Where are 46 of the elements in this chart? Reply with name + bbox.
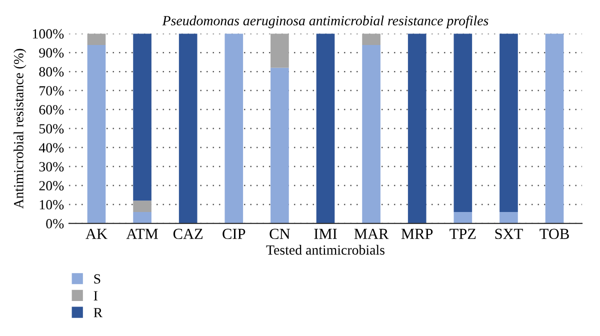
legend-label: I <box>94 291 98 300</box>
legend-label: S <box>94 274 100 284</box>
bar <box>224 34 244 224</box>
x-tick-label: MRP <box>401 228 433 239</box>
x-tick-label: ATM <box>126 228 158 239</box>
bar <box>316 34 335 224</box>
x-tick-label: AK <box>86 228 108 239</box>
bar <box>362 44 380 224</box>
bar <box>362 34 380 45</box>
bar <box>133 212 152 224</box>
bar <box>500 212 518 224</box>
legend-label: R <box>94 308 103 318</box>
chart-title: Pseudomonas aeruginosa antimicrobial resistance profiles <box>162 15 488 28</box>
bar <box>408 34 426 224</box>
bar <box>500 34 518 212</box>
x-tick-label: IMI <box>314 228 337 239</box>
y-tick-label: 50% <box>39 124 64 134</box>
y-tick-label: 40% <box>38 143 64 153</box>
x-tick-label: TOB <box>540 228 569 240</box>
x-tick-label: MAR <box>354 228 389 239</box>
bar <box>545 34 564 224</box>
bar <box>454 212 472 224</box>
bar <box>270 34 289 68</box>
y-tick-label: 80% <box>39 67 64 77</box>
x-tick-label: TPZ <box>450 228 476 239</box>
y-tick-label: 0% <box>46 219 64 228</box>
y-tick-label: 30% <box>39 162 64 172</box>
x-axis-title: Tested antimicrobials <box>266 244 384 255</box>
bar <box>270 68 289 224</box>
bar <box>178 34 198 224</box>
x-tick-label: CIP <box>222 228 246 240</box>
bar <box>133 34 152 201</box>
y-tick-label: 60% <box>39 105 64 115</box>
y-axis-title: Antimicrobial resistance (%) <box>14 48 26 209</box>
y-tick-label: 100% <box>32 29 64 39</box>
y-tick-label: 20% <box>39 181 64 190</box>
x-tick-label: SXT <box>495 228 523 240</box>
x-tick-label: CAZ <box>173 228 203 240</box>
y-tick-label: 90% <box>39 48 64 58</box>
bar <box>454 34 472 212</box>
y-tick-label: 70% <box>40 86 64 96</box>
y-tick-label: 10% <box>40 200 64 210</box>
bar <box>133 200 152 212</box>
bar <box>87 34 106 45</box>
bar <box>87 44 106 224</box>
x-tick-label: CN <box>270 228 290 240</box>
